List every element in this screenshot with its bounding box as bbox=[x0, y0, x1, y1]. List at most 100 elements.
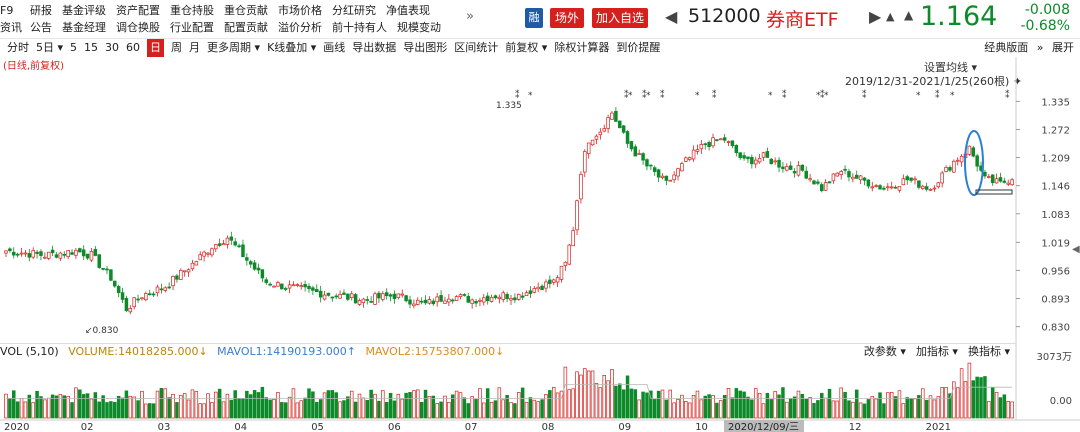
candle-body-233 bbox=[909, 177, 913, 181]
pin-icon[interactable]: ✦ bbox=[1012, 75, 1023, 88]
menu-row2-item-4[interactable]: 行业配置 bbox=[170, 21, 214, 34]
candle-body-178 bbox=[695, 149, 700, 152]
toolbar-item-0[interactable]: 分时 bbox=[7, 41, 29, 54]
x-tick-label-3: 04 bbox=[234, 422, 247, 432]
volume-bar-121 bbox=[474, 399, 478, 419]
menu-row1-item-7[interactable]: 分红研究 bbox=[332, 4, 376, 17]
toolbar-right: 经典版面 » 展开 bbox=[979, 39, 1074, 57]
menu-row2-item-1[interactable]: 公告 bbox=[30, 21, 52, 34]
pin-up-icon[interactable]: ▲ bbox=[904, 8, 914, 22]
candle-body-181 bbox=[707, 141, 711, 147]
collapse-icon[interactable]: » bbox=[1036, 41, 1044, 54]
candle-body-135 bbox=[528, 290, 533, 294]
toolbar-item-12[interactable]: 导出数据 bbox=[352, 41, 397, 54]
menu-row2-item-6[interactable]: 溢价分析 bbox=[278, 21, 322, 34]
volume-bar-238 bbox=[928, 395, 933, 419]
candle-body-213 bbox=[831, 173, 836, 182]
toolbar-item-10[interactable]: K线叠加 ▾ bbox=[267, 41, 317, 54]
event-marker-0: ⁑ bbox=[515, 89, 520, 101]
candle-body-24 bbox=[97, 254, 101, 268]
volume-bar-43 bbox=[171, 394, 175, 419]
toolbar-item-14[interactable]: 区间统计 bbox=[454, 41, 499, 54]
menu-row2-item-2[interactable]: 基金经理 bbox=[62, 21, 106, 34]
menu-row2-item-3[interactable]: 调仓换股 bbox=[116, 21, 160, 34]
toolbar-item-17[interactable]: 到价提醒 bbox=[616, 41, 661, 54]
volume-bar-169 bbox=[660, 389, 665, 419]
menu-row2-item-5[interactable]: 配置贡献 bbox=[224, 21, 268, 34]
menu-row2-item-7[interactable]: 前十持有人 bbox=[332, 21, 387, 34]
event-marker-15: * bbox=[916, 91, 921, 101]
menu-row2-item-0[interactable]: 资讯 bbox=[0, 21, 22, 34]
volume-bar-142 bbox=[555, 392, 560, 419]
menu-row1-item-3[interactable]: 资产配置 bbox=[116, 4, 160, 17]
candle-body-21 bbox=[85, 253, 90, 259]
candle-body-35 bbox=[140, 297, 144, 300]
volume-bar-228 bbox=[889, 391, 894, 419]
expand-button[interactable]: 展开 bbox=[1052, 41, 1074, 54]
toolbar-item-5[interactable]: 60 bbox=[126, 41, 141, 54]
toolbar-item-1[interactable]: 5日 ▾ bbox=[36, 41, 64, 54]
volume-bar-168 bbox=[656, 390, 661, 419]
toolbar-item-16[interactable]: 除权计算器 bbox=[554, 41, 610, 54]
indicator-tool-1[interactable]: 加指标 ▾ bbox=[915, 345, 958, 358]
event-marker-17: * bbox=[950, 91, 955, 101]
indicator-tool-2[interactable]: 换指标 ▾ bbox=[967, 345, 1010, 358]
toolbar-item-15[interactable]: 前复权 ▾ bbox=[505, 41, 548, 54]
period-toolbar: 分时 5日 ▾ 5 15 30 60 日周月更多周期 ▾ K线叠加 ▾ 画线 导出数据 导出图形 区间… bbox=[0, 39, 661, 57]
next-security-icon[interactable]: ▶ bbox=[869, 7, 882, 26]
candle-body-239 bbox=[932, 187, 937, 190]
toolbar-item-2[interactable]: 5 bbox=[70, 41, 78, 54]
candle-body-204 bbox=[796, 165, 801, 176]
toolbar-item-3[interactable]: 15 bbox=[84, 41, 99, 54]
candle-body-116 bbox=[454, 296, 459, 301]
toolbar-item-8[interactable]: 月 bbox=[189, 41, 201, 54]
candle-body-187 bbox=[730, 140, 735, 147]
toolbar-item-9[interactable]: 更多周期 ▾ bbox=[207, 41, 261, 54]
toolbar-item-7[interactable]: 周 bbox=[171, 41, 183, 54]
menu-row1-item-8[interactable]: 净值表现 bbox=[386, 4, 430, 17]
indicator-tool-0[interactable]: 改参数 ▾ bbox=[863, 345, 906, 358]
volume-bar-257 bbox=[1002, 394, 1007, 419]
otc-button[interactable]: 场外 bbox=[550, 8, 585, 28]
menu-row1-item-4[interactable]: 重仓持股 bbox=[170, 4, 214, 17]
volume-bar-109 bbox=[427, 396, 432, 419]
toolbar-item-13[interactable]: 导出图形 bbox=[403, 41, 448, 54]
candle-body-19 bbox=[78, 248, 82, 253]
volume-bar-76 bbox=[299, 400, 303, 419]
candle-body-128 bbox=[501, 292, 505, 300]
volume-bar-23 bbox=[93, 392, 98, 419]
menu-row1-item-6[interactable]: 市场价格 bbox=[278, 4, 322, 17]
prev-security-icon[interactable]: ◀ bbox=[665, 7, 678, 26]
candle-body-52 bbox=[206, 252, 210, 255]
volume-bar-249 bbox=[971, 380, 976, 419]
toolbar-item-6[interactable]: 日 bbox=[147, 39, 165, 57]
candle-body-80 bbox=[315, 289, 319, 293]
candle-body-208 bbox=[812, 180, 816, 185]
volume-bar-36 bbox=[144, 403, 148, 419]
volume-bar-207 bbox=[808, 397, 812, 419]
add-to-watchlist-button[interactable]: 加入自选 bbox=[592, 8, 649, 28]
volume-bar-70 bbox=[276, 392, 280, 419]
set-ma-dropdown[interactable]: 设置均线 ▾ bbox=[924, 61, 978, 74]
x-tick-label-8: 09 bbox=[618, 422, 631, 432]
candle-body-210 bbox=[820, 184, 824, 192]
volume-bar-115 bbox=[450, 394, 455, 419]
menu-row1-item-5[interactable]: 重仓贡献 bbox=[224, 4, 268, 17]
candle-body-85 bbox=[334, 295, 338, 298]
candle-body-157 bbox=[614, 110, 618, 122]
more-menu-icon[interactable]: » bbox=[466, 9, 474, 24]
menu-row1-item-0[interactable]: F9 bbox=[0, 4, 14, 17]
volume-bar-163 bbox=[637, 399, 641, 419]
volume-bar-1 bbox=[8, 398, 12, 419]
toolbar-item-11[interactable]: 画线 bbox=[323, 41, 346, 54]
menu-row1-item-2[interactable]: 基金评级 bbox=[62, 4, 106, 17]
alert-bell-icon[interactable]: ▲ bbox=[886, 10, 895, 23]
toolbar-item-4[interactable]: 30 bbox=[105, 41, 120, 54]
candle-body-136 bbox=[532, 288, 537, 293]
menu-row2-item-8[interactable]: 规模变动 bbox=[397, 21, 441, 34]
volume-bar-172 bbox=[672, 402, 676, 419]
classic-layout-button[interactable]: 经典版面 bbox=[984, 41, 1029, 54]
menu-row1-item-1[interactable]: 研报 bbox=[30, 4, 52, 17]
candle-body-4 bbox=[19, 252, 24, 255]
